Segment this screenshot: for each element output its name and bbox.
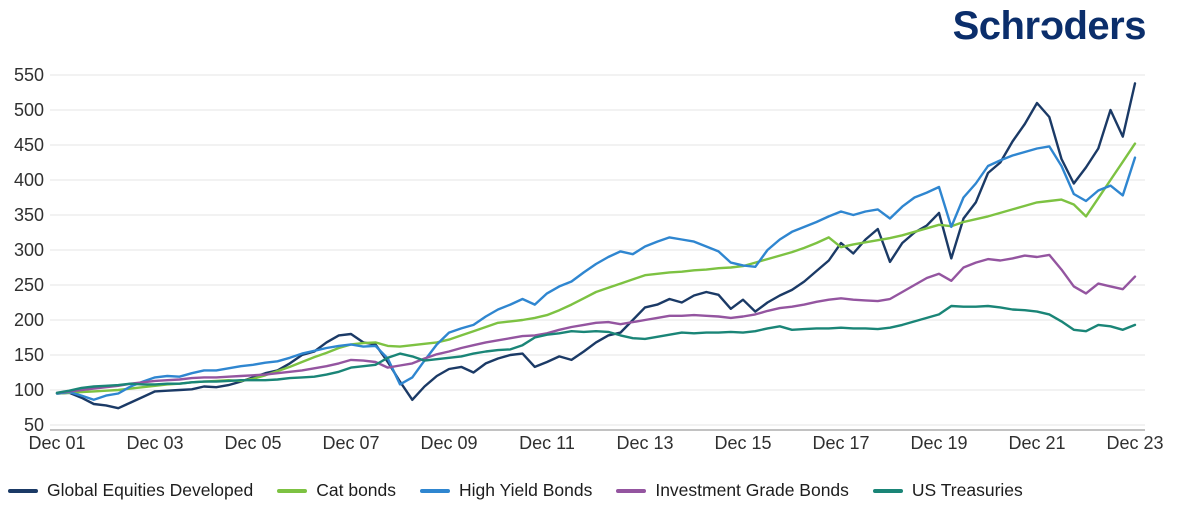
- x-tick-label: Dec 17: [812, 433, 869, 453]
- series-line-us-treasuries: [55, 304, 1137, 394]
- legend-label: Cat bonds: [316, 480, 397, 500]
- legend-item-global-equities-developed: Global Equities Developed: [8, 480, 253, 501]
- y-tick-label: 500: [14, 100, 44, 120]
- x-tick-label: Dec 01: [28, 433, 85, 453]
- legend-item-investment-grade-bonds: Investment Grade Bonds: [616, 480, 849, 501]
- x-tick-label: Dec 03: [126, 433, 183, 453]
- y-tick-label: 350: [14, 205, 44, 225]
- legend-label: Global Equities Developed: [47, 480, 254, 500]
- x-tick-label: Dec 07: [322, 433, 379, 453]
- x-tick-label: Dec 23: [1106, 433, 1163, 453]
- logo-text-pre: Schr: [952, 4, 1040, 48]
- legend-item-high-yield-bonds: High Yield Bonds: [420, 480, 592, 501]
- chart-legend: Global Equities Developed Cat bonds High…: [8, 480, 1176, 501]
- series-line-cat-bonds: [55, 142, 1137, 395]
- series-line-investment-grade-bonds: [55, 253, 1137, 394]
- legend-swatch-global-equities-developed: [8, 488, 38, 493]
- series-line-high-yield-bonds: [55, 145, 1137, 401]
- legend-swatch-high-yield-bonds: [420, 488, 451, 493]
- logo-slashed-o: o: [1039, 4, 1064, 48]
- y-tick-label: 400: [14, 170, 44, 190]
- legend-label: US Treasuries: [911, 480, 1023, 500]
- x-tick-label: Dec 05: [224, 433, 281, 453]
- schroders-logo: Schroders: [952, 4, 1147, 48]
- x-tick-label: Dec 09: [420, 433, 477, 453]
- legend-item-cat-bonds: Cat bonds: [277, 480, 396, 501]
- y-tick-label: 450: [14, 135, 44, 155]
- y-tick-label: 550: [14, 65, 44, 85]
- legend-swatch-investment-grade-bonds: [616, 488, 647, 493]
- x-tick-label: Dec 11: [519, 433, 575, 453]
- y-tick-label: 100: [14, 380, 44, 400]
- series-line-global-equities-developed: [55, 82, 1137, 410]
- legend-label: High Yield Bonds: [459, 480, 593, 500]
- y-tick-label: 50: [24, 415, 44, 435]
- legend-swatch-cat-bonds: [277, 488, 308, 493]
- y-tick-label: 200: [14, 310, 44, 330]
- y-tick-label: 150: [14, 345, 44, 365]
- x-tick-label: Dec 19: [910, 433, 967, 453]
- y-tick-label: 250: [14, 275, 44, 295]
- y-tick-label: 300: [14, 240, 44, 260]
- x-tick-label: Dec 15: [714, 433, 771, 453]
- legend-label: Investment Grade Bonds: [655, 480, 849, 500]
- legend-swatch-us-treasuries: [872, 488, 903, 493]
- x-tick-label: Dec 21: [1008, 433, 1065, 453]
- logo-text-post: ders: [1063, 4, 1147, 48]
- legend-item-us-treasuries: US Treasuries: [872, 480, 1023, 501]
- x-tick-label: Dec 13: [616, 433, 673, 453]
